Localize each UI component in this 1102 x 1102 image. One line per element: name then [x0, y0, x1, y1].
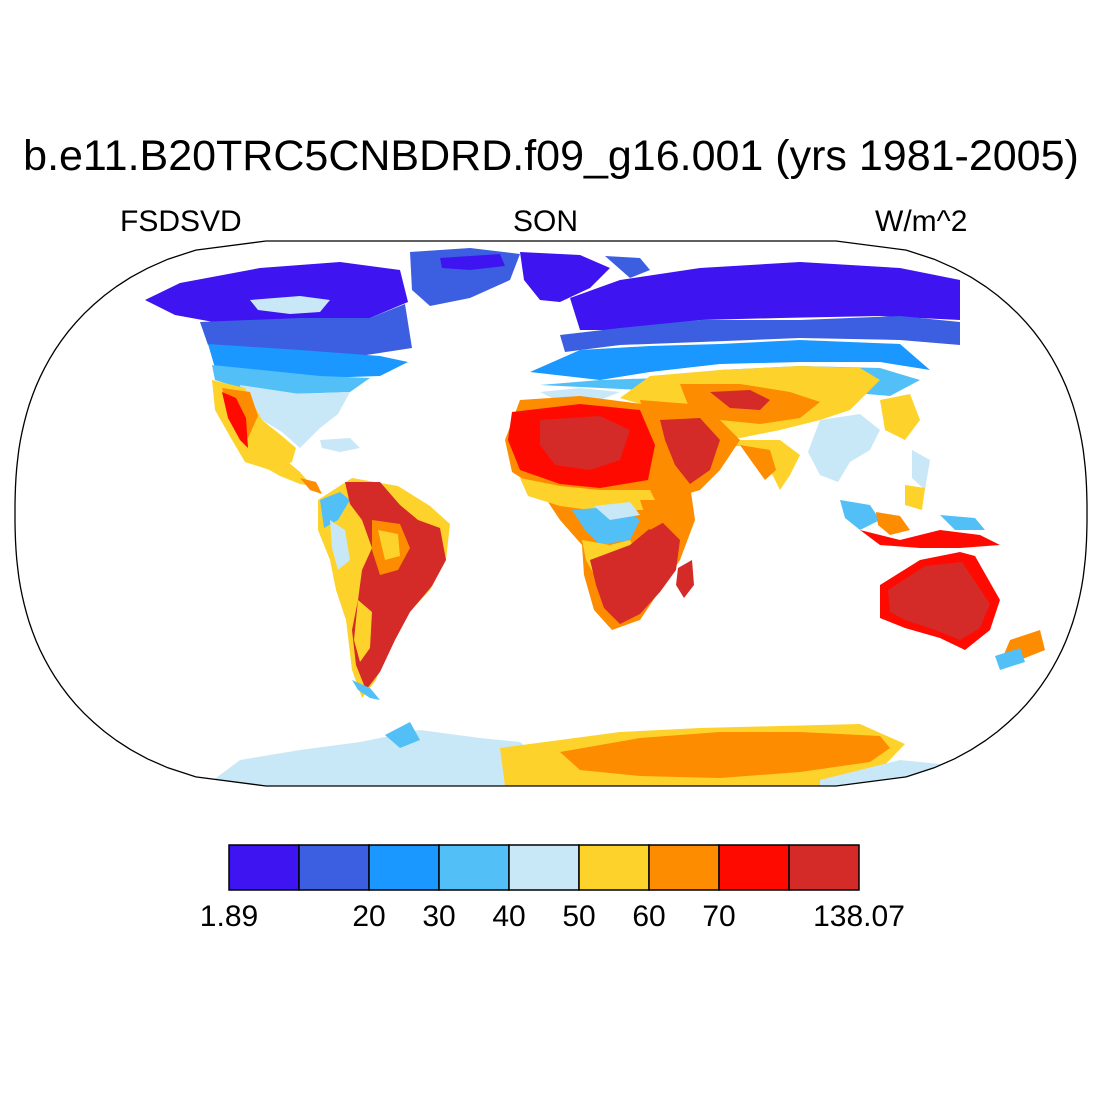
map-fill-layer [145, 248, 1045, 786]
australia [880, 552, 1045, 670]
colorbar-tick-label: 20 [352, 900, 386, 933]
middle-east [640, 400, 740, 496]
colorbar-swatch [648, 844, 720, 891]
colorbar-swatch [718, 844, 790, 891]
colorbar-swatch [508, 844, 580, 891]
colorbar-tick-label: 70 [702, 900, 736, 933]
north-america [145, 248, 520, 494]
colorbar-swatch [368, 844, 440, 891]
antarctica [200, 722, 1000, 786]
greenland [520, 252, 650, 302]
colorbar-tick-label: 1.89 [199, 900, 259, 933]
colorbar-tick-label: 60 [632, 900, 666, 933]
eurasia [530, 262, 960, 490]
colorbar-tick-label: 138.07 [813, 900, 905, 933]
map-boundary [14, 240, 1088, 787]
colorbar-swatch [298, 844, 370, 891]
colorbar-swatch [438, 844, 510, 891]
colorbar-tick-label: 40 [492, 900, 526, 933]
southeast-asia [840, 485, 1000, 548]
plot-title: b.e11.B20TRC5CNBDRD.f09_g16.001 (yrs 198… [23, 132, 1079, 180]
colorbar [228, 844, 860, 891]
units-label: W/m^2 [875, 205, 968, 238]
colorbar-tick-label: 50 [562, 900, 596, 933]
colorbar-swatch [228, 844, 300, 891]
colorbar-swatch [578, 844, 650, 891]
africa [505, 396, 695, 630]
variable-label: FSDSVD [120, 205, 242, 238]
colorbar-tick-label: 30 [422, 900, 456, 933]
colorbar-swatch [788, 844, 860, 891]
south-america [318, 478, 450, 700]
season-label: SON [513, 205, 579, 238]
